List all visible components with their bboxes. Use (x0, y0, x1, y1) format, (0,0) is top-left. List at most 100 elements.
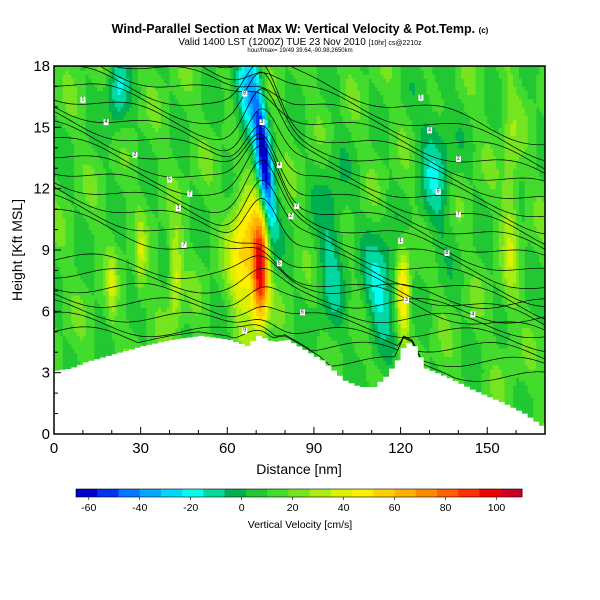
field-cell (82, 196, 87, 202)
field-cell (54, 237, 58, 243)
field-cell (56, 229, 61, 235)
field-cell (91, 303, 96, 308)
field-cell (54, 102, 58, 108)
field-cell (62, 274, 67, 280)
field-cell (77, 221, 81, 227)
field-cell (65, 286, 70, 292)
field-cell (74, 348, 78, 353)
field-cell (74, 323, 78, 329)
field-cell (77, 233, 81, 239)
field-cell (82, 217, 87, 222)
field-cell (65, 196, 70, 202)
field-cell (56, 364, 61, 370)
field-cell (85, 286, 90, 292)
field-cell (71, 237, 75, 243)
field-cell (68, 200, 72, 206)
field-cell (59, 286, 64, 292)
field-cell (94, 192, 98, 198)
field-cell (88, 250, 93, 255)
field-cell (68, 217, 72, 222)
field-cell (65, 303, 70, 308)
field-cell (74, 200, 78, 206)
field-cell (79, 266, 84, 272)
field-cell (97, 270, 101, 276)
field-cell (59, 131, 64, 137)
field-cell (54, 221, 58, 227)
field-cell (82, 274, 87, 280)
field-cell (77, 315, 81, 321)
field-cell (68, 352, 72, 357)
field-cell (85, 290, 90, 296)
field-cell (62, 151, 67, 157)
field-cell (82, 250, 87, 255)
field-cell (79, 176, 84, 182)
field-cell (56, 360, 61, 366)
field-cell (56, 294, 61, 300)
field-cell (56, 139, 61, 145)
field-cell (56, 221, 61, 227)
field-cell (62, 278, 67, 284)
field-cell (71, 262, 75, 267)
field-cell (79, 188, 84, 194)
field-cell (88, 290, 93, 296)
field-cell (74, 106, 78, 112)
field-cell (79, 86, 84, 92)
field-cell (82, 286, 87, 292)
field-cell (62, 307, 67, 312)
field-cell (71, 266, 75, 272)
field-cell (54, 241, 58, 247)
field-cell (54, 74, 58, 79)
field-cell (68, 127, 72, 133)
field-cell (85, 229, 90, 235)
field-cell (74, 139, 78, 145)
field-cell (82, 209, 87, 214)
field-cell (71, 200, 75, 206)
field-cell (77, 331, 81, 337)
field-cell (79, 70, 84, 75)
field-cell (74, 131, 78, 137)
field-cell (68, 311, 72, 317)
field-cell (65, 164, 70, 169)
field-cell (88, 155, 93, 161)
field-cell (54, 188, 58, 194)
field-cell (68, 237, 72, 243)
field-cell (77, 115, 81, 120)
field-cell (85, 123, 90, 128)
field-cell (97, 176, 101, 182)
field-cell (77, 213, 81, 218)
field-cell (77, 225, 81, 231)
field-cell (88, 266, 93, 272)
field-cell (68, 196, 72, 202)
field-cell (71, 205, 75, 210)
field-cell (56, 348, 61, 353)
field-cell (82, 176, 87, 182)
field-cell (88, 282, 93, 288)
field-cell (85, 135, 90, 141)
field-cell (59, 245, 64, 251)
field-cell (94, 331, 98, 337)
field-cell (71, 229, 75, 235)
field-cell (97, 237, 101, 243)
field-cell (77, 102, 81, 108)
field-cell (68, 160, 72, 165)
field-cell (59, 278, 64, 284)
field-cell (94, 290, 98, 296)
field-cell (79, 217, 84, 222)
field-cell (88, 143, 93, 149)
field-cell (68, 143, 72, 149)
field-cell (59, 335, 64, 341)
field-cell (91, 352, 96, 357)
field-cell (54, 90, 58, 96)
field-cell (97, 135, 101, 141)
field-cell (82, 123, 87, 128)
field-cell (62, 119, 67, 124)
field-cell (97, 119, 101, 124)
field-cell (82, 205, 87, 210)
field-cell (54, 123, 58, 128)
field-cell (91, 94, 96, 100)
field-cell (97, 123, 101, 128)
field-cell (68, 86, 72, 92)
field-cell (94, 115, 98, 120)
field-cell (97, 115, 101, 120)
field-cell (94, 348, 98, 353)
